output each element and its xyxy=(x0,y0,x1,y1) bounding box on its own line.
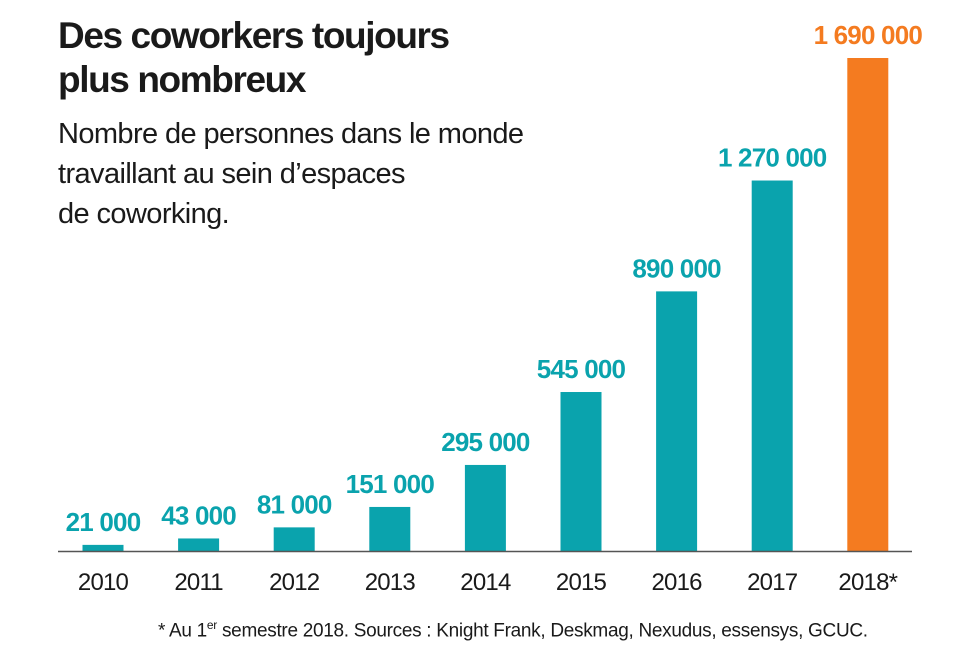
chart-subtitle-line: de coworking. xyxy=(58,198,230,230)
bar-2010 xyxy=(82,544,124,551)
x-tick-label-2011: 2011 xyxy=(174,569,223,596)
value-label-2013: 151 000 xyxy=(346,469,435,499)
value-label-2015: 545 000 xyxy=(537,354,626,384)
value-label-2010: 21 000 xyxy=(66,507,141,537)
value-label-2011: 43 000 xyxy=(161,500,236,530)
source-footnote: * Au 1er semestre 2018. Sources : Knight… xyxy=(158,618,868,642)
chart-title-line: Des coworkers toujours xyxy=(58,15,450,56)
bar-2012 xyxy=(273,527,315,551)
chart-subtitle-line: travaillant au sein d’espaces xyxy=(58,158,406,190)
chart-subtitle: Nombre de personnes dans le monde travai… xyxy=(58,114,524,234)
bar-2017 xyxy=(751,180,793,552)
value-label-2016: 890 000 xyxy=(632,253,721,283)
x-tick-label-2010: 2010 xyxy=(78,569,129,596)
bar-2018* xyxy=(847,58,889,551)
x-tick-label-2017: 2017 xyxy=(747,569,798,596)
footnote-superscript: er xyxy=(206,618,217,632)
x-tick-label-2018*: 2018* xyxy=(838,569,897,596)
chart-subtitle-line: Nombre de personnes dans le monde xyxy=(58,118,524,150)
chart-title-line: plus nombreux xyxy=(58,59,306,100)
x-tick-label-2014: 2014 xyxy=(460,569,511,596)
value-label-2018*: 1 690 000 xyxy=(814,20,923,50)
value-label-2014: 295 000 xyxy=(441,427,530,457)
x-tick-label-2016: 2016 xyxy=(651,569,702,596)
bar-2011 xyxy=(178,538,220,551)
value-label-2012: 81 000 xyxy=(257,489,332,519)
bar-2016 xyxy=(656,291,698,551)
bar-2015 xyxy=(560,392,602,551)
footnote-suffix: semestre 2018. Sources : Knight Frank, D… xyxy=(217,620,868,642)
bar-2014 xyxy=(464,464,506,551)
x-tick-label-2012: 2012 xyxy=(269,569,320,596)
x-tick-label-2015: 2015 xyxy=(556,569,607,596)
chart-title: Des coworkers toujours plus nombreux xyxy=(58,14,450,102)
bar-2013 xyxy=(369,506,411,551)
footnote-prefix: * Au 1 xyxy=(158,620,207,642)
x-tick-label-2013: 2013 xyxy=(365,569,416,596)
value-label-2017: 1 270 000 xyxy=(718,143,827,173)
